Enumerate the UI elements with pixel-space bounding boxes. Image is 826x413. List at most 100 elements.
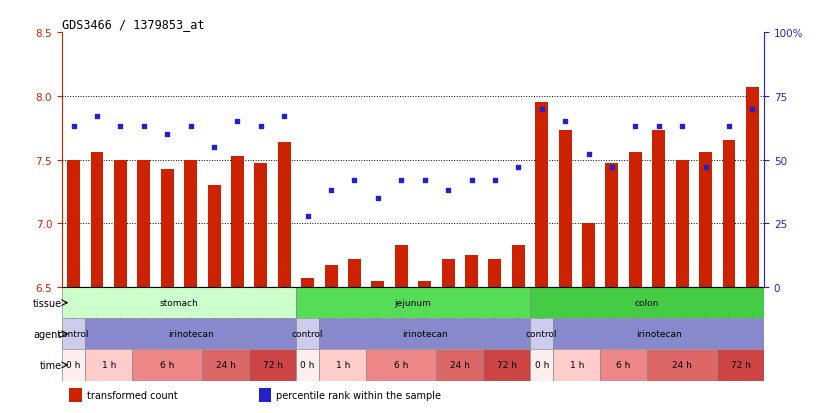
Bar xyxy=(207,185,221,287)
Point xyxy=(90,114,104,120)
Bar xyxy=(301,278,314,287)
Point xyxy=(746,106,759,113)
Bar xyxy=(746,88,759,287)
Bar xyxy=(278,142,291,287)
Point xyxy=(160,131,173,138)
Bar xyxy=(254,164,268,287)
Text: control: control xyxy=(526,330,558,339)
Bar xyxy=(184,160,197,287)
Bar xyxy=(62,287,296,318)
Bar xyxy=(723,141,735,287)
Text: jejunum: jejunum xyxy=(395,299,431,307)
Point xyxy=(230,119,244,126)
Bar xyxy=(653,131,665,287)
Bar xyxy=(395,245,408,287)
Point xyxy=(605,164,619,171)
Point xyxy=(582,152,595,159)
Bar xyxy=(320,349,366,381)
Text: time: time xyxy=(40,360,62,370)
Text: 72 h: 72 h xyxy=(731,361,751,370)
Bar xyxy=(348,259,361,287)
Point xyxy=(652,124,665,131)
Bar xyxy=(676,160,689,287)
Text: 1 h: 1 h xyxy=(335,361,350,370)
Bar xyxy=(132,349,202,381)
Point xyxy=(418,177,431,184)
Bar xyxy=(717,349,764,381)
Bar xyxy=(488,259,501,287)
Text: 0 h: 0 h xyxy=(66,361,81,370)
Point xyxy=(254,124,268,131)
Bar xyxy=(629,152,642,287)
Text: colon: colon xyxy=(635,299,659,307)
Text: 72 h: 72 h xyxy=(496,361,516,370)
Bar xyxy=(418,281,431,287)
Text: control: control xyxy=(292,330,324,339)
Bar xyxy=(366,349,436,381)
Bar xyxy=(442,259,454,287)
Point xyxy=(207,144,221,151)
Bar xyxy=(372,281,384,287)
Bar xyxy=(512,245,525,287)
Text: 1 h: 1 h xyxy=(102,361,116,370)
Bar xyxy=(436,349,483,381)
Point xyxy=(535,106,548,113)
Point xyxy=(301,213,314,219)
Point xyxy=(629,124,642,131)
Bar xyxy=(530,349,553,381)
Bar xyxy=(605,164,619,287)
Bar xyxy=(114,160,127,287)
Bar xyxy=(320,318,530,349)
Point xyxy=(114,124,127,131)
Bar xyxy=(558,131,572,287)
Bar xyxy=(296,287,530,318)
Bar xyxy=(259,388,271,402)
Bar xyxy=(553,349,601,381)
Text: 6 h: 6 h xyxy=(160,361,174,370)
Point xyxy=(511,164,525,171)
Bar xyxy=(137,160,150,287)
Text: 24 h: 24 h xyxy=(216,361,235,370)
Text: irinotecan: irinotecan xyxy=(168,330,214,339)
Text: 0 h: 0 h xyxy=(301,361,315,370)
Bar xyxy=(296,318,320,349)
Point xyxy=(184,124,197,131)
Text: 24 h: 24 h xyxy=(450,361,470,370)
Bar xyxy=(601,349,647,381)
Text: stomach: stomach xyxy=(159,299,198,307)
Bar xyxy=(202,349,249,381)
Text: control: control xyxy=(58,330,89,339)
Point xyxy=(67,124,80,131)
Bar xyxy=(231,157,244,287)
Bar xyxy=(325,266,338,287)
Text: 1 h: 1 h xyxy=(570,361,584,370)
Bar xyxy=(699,152,712,287)
Bar xyxy=(483,349,530,381)
Bar xyxy=(647,349,717,381)
Point xyxy=(676,124,689,131)
Bar xyxy=(85,318,296,349)
Bar xyxy=(85,349,132,381)
Bar xyxy=(249,349,296,381)
Text: agent: agent xyxy=(34,329,62,339)
Point xyxy=(558,119,572,126)
Text: 6 h: 6 h xyxy=(616,361,631,370)
Bar xyxy=(67,160,80,287)
Bar xyxy=(296,349,320,381)
Text: 0 h: 0 h xyxy=(534,361,549,370)
Text: 24 h: 24 h xyxy=(672,361,692,370)
Point xyxy=(395,177,408,184)
Point xyxy=(348,177,361,184)
Text: tissue: tissue xyxy=(33,298,62,308)
Point xyxy=(441,188,454,194)
Bar xyxy=(465,256,478,287)
Point xyxy=(722,124,735,131)
Bar xyxy=(91,152,103,287)
Bar xyxy=(530,287,764,318)
Bar xyxy=(69,388,82,402)
Bar xyxy=(535,103,548,287)
Point xyxy=(488,177,501,184)
Text: percentile rank within the sample: percentile rank within the sample xyxy=(276,390,441,400)
Bar xyxy=(161,169,173,287)
Bar xyxy=(553,318,764,349)
